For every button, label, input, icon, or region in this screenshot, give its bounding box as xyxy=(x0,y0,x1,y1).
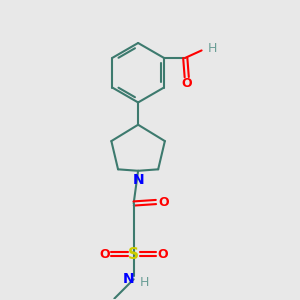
Text: O: O xyxy=(100,248,110,260)
Text: O: O xyxy=(157,248,168,260)
Text: N: N xyxy=(132,173,144,187)
Text: O: O xyxy=(182,77,192,90)
Text: S: S xyxy=(128,247,139,262)
Text: H: H xyxy=(208,42,218,56)
Text: H: H xyxy=(140,276,149,290)
Text: O: O xyxy=(158,196,169,208)
Text: N: N xyxy=(122,272,134,286)
